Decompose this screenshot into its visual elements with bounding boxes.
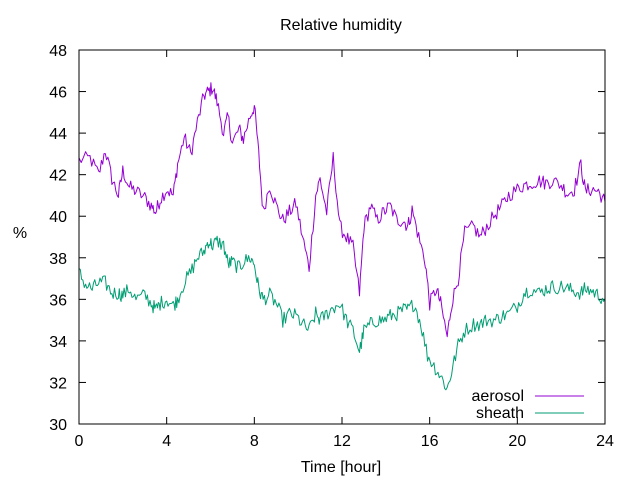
x-tick-label: 16 — [421, 433, 439, 450]
y-tick-label: 48 — [49, 43, 67, 60]
y-tick-label: 34 — [49, 334, 67, 351]
x-tick-label: 20 — [508, 433, 526, 450]
y-tick-label: 42 — [49, 168, 67, 185]
chart-title: Relative humidity — [280, 17, 402, 34]
y-axis-label: % — [13, 225, 27, 242]
series-lines — [78, 82, 606, 391]
legend-label-sheath: sheath — [476, 405, 524, 422]
x-tick-label: 12 — [333, 433, 351, 450]
y-tick-label: 38 — [49, 251, 67, 268]
series-line-sheath — [78, 235, 606, 391]
y-tick-label: 32 — [49, 375, 67, 392]
y-tick-label: 36 — [49, 292, 67, 309]
x-tick-label: 8 — [250, 433, 259, 450]
y-tick-label: 40 — [49, 209, 67, 226]
y-tick-label: 44 — [49, 126, 67, 143]
x-tick-label: 0 — [75, 433, 84, 450]
series-line-aerosol — [78, 82, 606, 338]
x-axis-label: Time [hour] — [301, 459, 381, 476]
y-tick-label: 46 — [49, 85, 67, 102]
plot-frame — [78, 49, 606, 425]
y-tick-label: 30 — [49, 417, 67, 434]
legend-label-aerosol: aerosol — [472, 388, 524, 405]
x-tick-label: 24 — [596, 433, 614, 450]
x-tick-label: 4 — [162, 433, 171, 450]
